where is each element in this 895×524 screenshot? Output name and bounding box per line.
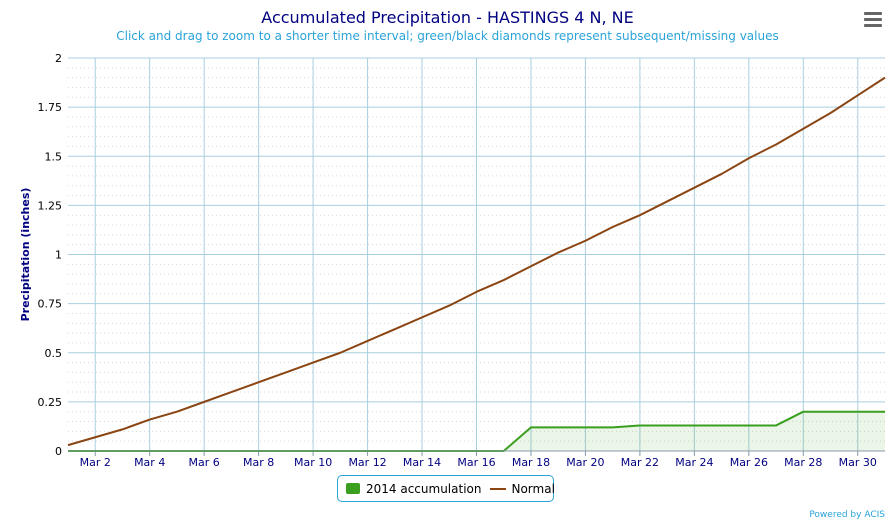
x-tick-label: Mar 24 xyxy=(675,456,713,469)
menu-bar xyxy=(864,18,882,21)
x-tick-label: Mar 26 xyxy=(730,456,768,469)
x-tick-label: Mar 30 xyxy=(839,456,877,469)
x-tick-label: Mar 22 xyxy=(621,456,659,469)
chart-title: Accumulated Precipitation - HASTINGS 4 N… xyxy=(261,8,634,27)
y-tick-label: 0.25 xyxy=(38,396,63,409)
legend-item-normal[interactable]: Normal xyxy=(490,481,555,496)
legend-label: 2014 accumulation xyxy=(366,481,482,496)
y-axis-title: Precipitation (inches) xyxy=(19,188,32,322)
y-tick-label: 1.25 xyxy=(38,199,63,212)
y-tick-label: 0.5 xyxy=(45,347,63,360)
menu-bar xyxy=(864,24,882,27)
x-tick-label: Mar 8 xyxy=(243,456,274,469)
y-tick-label: 1 xyxy=(55,249,62,262)
x-tick-label: Mar 16 xyxy=(457,456,495,469)
x-tick-label: Mar 14 xyxy=(403,456,441,469)
y-tick-label: 1.5 xyxy=(45,150,63,163)
y-tick-label: 1.75 xyxy=(38,101,63,114)
series-line-normal[interactable] xyxy=(67,76,886,447)
x-tick-label: Mar 4 xyxy=(134,456,165,469)
credits-link[interactable]: Powered by ACIS xyxy=(809,510,885,520)
legend-item-2014-accumulation[interactable]: 2014 accumulation xyxy=(346,482,481,496)
x-tick-label: Mar 20 xyxy=(566,456,604,469)
x-tick-label: Mar 2 xyxy=(80,456,111,469)
y-tick-label: 0 xyxy=(55,445,62,458)
y-tick-label: 2 xyxy=(55,52,62,65)
x-tick-label: Mar 28 xyxy=(784,456,822,469)
menu-bar xyxy=(864,12,882,15)
y-tick-label: 0.75 xyxy=(38,298,63,311)
legend-label: Normal xyxy=(511,481,555,496)
legend-swatch-green xyxy=(346,483,360,494)
x-tick-label: Mar 18 xyxy=(512,456,550,469)
chart-subtitle: Click and drag to zoom to a shorter time… xyxy=(116,29,779,43)
legend: 2014 accumulation Normal xyxy=(337,475,555,502)
legend-swatch-brown xyxy=(490,487,507,490)
x-tick-label: Mar 10 xyxy=(294,456,332,469)
x-tick-label: Mar 12 xyxy=(348,456,386,469)
accumulation-area-fill xyxy=(68,411,885,451)
hamburger-menu-icon[interactable] xyxy=(862,12,884,32)
x-tick-label: Mar 6 xyxy=(189,456,220,469)
